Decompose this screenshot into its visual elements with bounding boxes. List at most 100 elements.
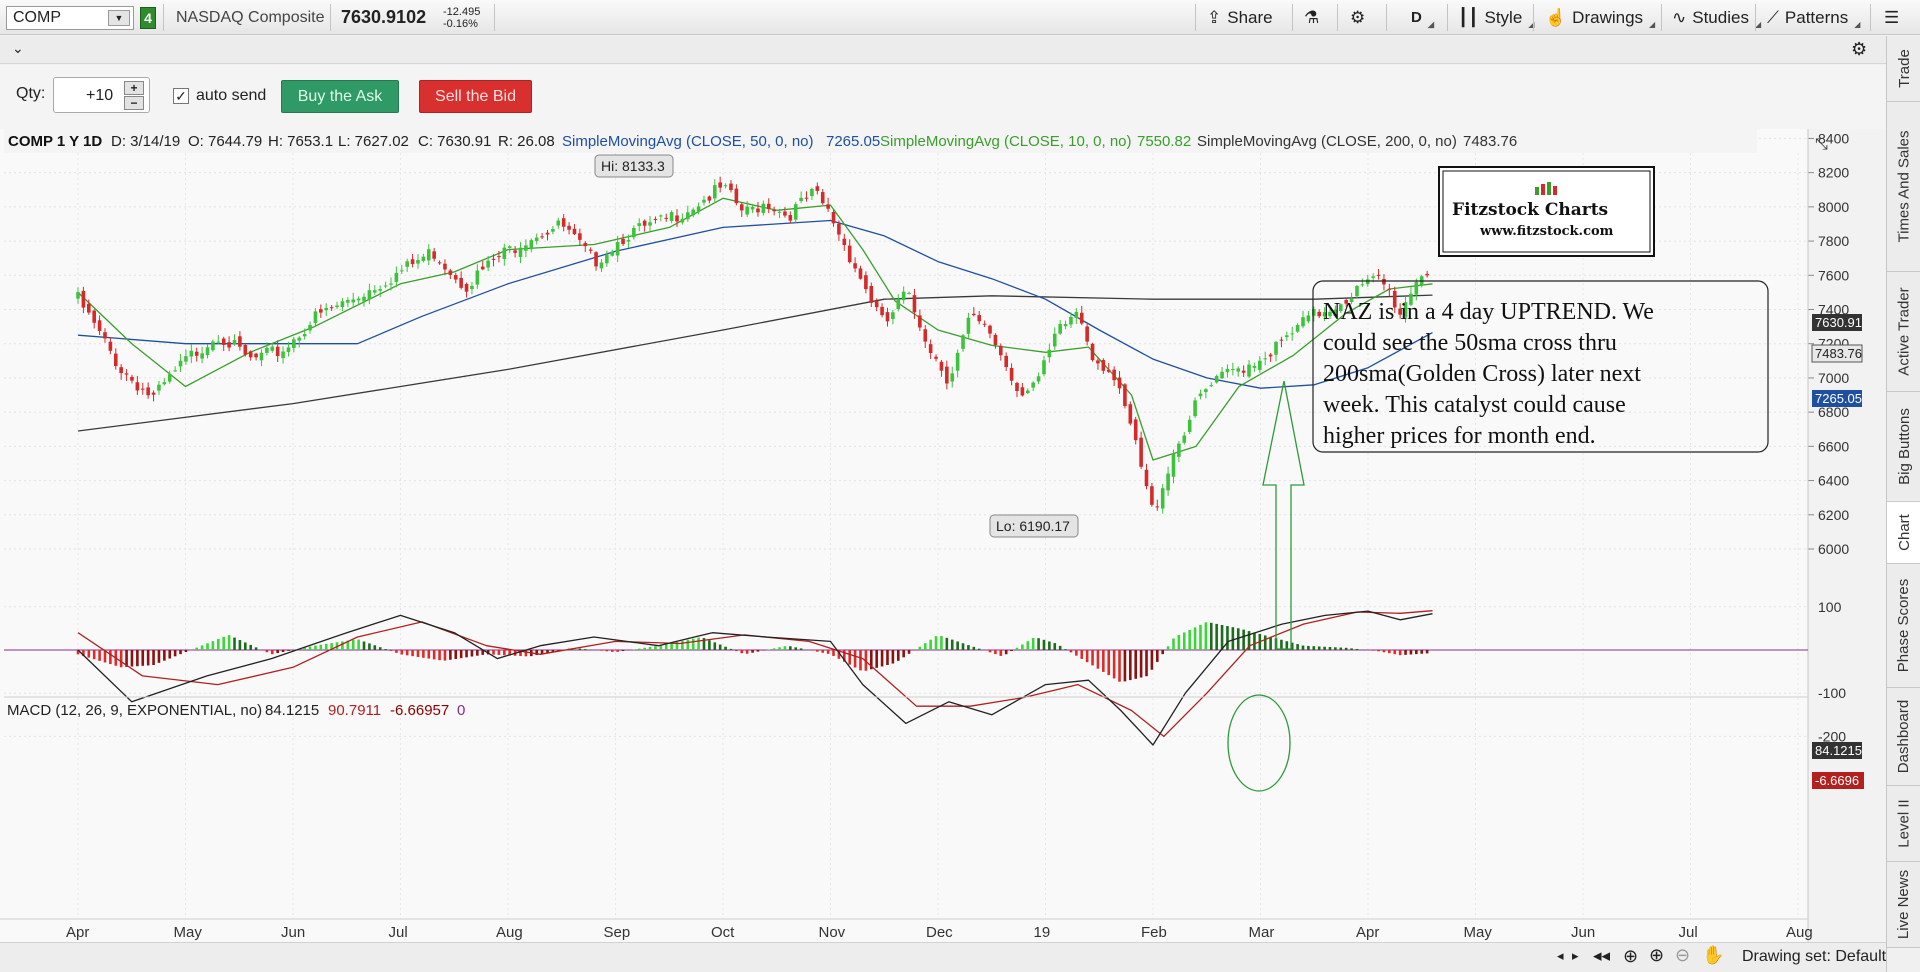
candle-body bbox=[1052, 333, 1057, 347]
crosshair-icon[interactable]: ⊕ bbox=[1623, 946, 1639, 966]
candle-body bbox=[524, 245, 528, 251]
last-price: 7630.9102 bbox=[341, 7, 427, 27]
patterns-label: Patterns bbox=[1784, 7, 1849, 27]
candle-body bbox=[1025, 390, 1030, 394]
macd-ellipse-annotation[interactable] bbox=[1227, 694, 1291, 792]
settings-button[interactable]: ⚙ bbox=[1350, 0, 1365, 35]
candle-body bbox=[842, 238, 847, 245]
candle-body bbox=[659, 215, 663, 217]
sidebar-tab-live-news[interactable]: Live News bbox=[1887, 862, 1920, 948]
chevron-down-icon[interactable]: ⌄ bbox=[12, 40, 24, 56]
sidebar-tab-big-buttons[interactable]: Big Buttons bbox=[1887, 392, 1920, 502]
up-arrow-annotation[interactable] bbox=[1262, 380, 1305, 650]
candle-body bbox=[1387, 288, 1392, 290]
candle-body bbox=[1306, 315, 1311, 322]
sma50-study-label[interactable]: SimpleMovingAvg (CLOSE, 50, 0, no) bbox=[562, 133, 814, 150]
hand-pointer-icon: ☝ bbox=[1545, 7, 1567, 27]
candle-body bbox=[1311, 309, 1316, 316]
candle-body bbox=[945, 366, 949, 384]
candle-body bbox=[880, 306, 884, 316]
candle-body bbox=[826, 204, 830, 209]
macd-study-label[interactable]: MACD (12, 26, 9, EXPONENTIAL, no) bbox=[7, 702, 262, 719]
zoom-out-icon[interactable]: ⊖ bbox=[1675, 945, 1691, 965]
candle-body bbox=[281, 351, 285, 358]
macd-diff-badge: -6.6696 bbox=[1815, 773, 1859, 788]
annotation-text: NAZ is in a 4 day UPTREND. We could see … bbox=[1323, 299, 1654, 449]
candle-body bbox=[497, 256, 501, 258]
dropdown-corner-icon: ◢ bbox=[1427, 20, 1434, 29]
sidebar-tab-dashboard[interactable]: Dashboard bbox=[1887, 688, 1920, 786]
candle-body bbox=[1258, 360, 1262, 370]
candle-body bbox=[416, 260, 420, 264]
gear-icon[interactable]: ⚙ bbox=[1851, 39, 1868, 59]
studies-button[interactable]: ∿ Studies ◢ bbox=[1672, 0, 1761, 35]
candle-body bbox=[561, 218, 566, 227]
candle-body bbox=[545, 232, 550, 235]
link-group-badge[interactable]: 4 bbox=[140, 7, 156, 29]
share-button[interactable]: ⇪ Share bbox=[1207, 0, 1273, 35]
sidebar-tab-active-trader[interactable]: Active Trader bbox=[1887, 272, 1920, 392]
sidebar-tab-phase-scores[interactable]: Phase Scores bbox=[1887, 564, 1920, 688]
logo-inner-frame bbox=[1442, 170, 1651, 253]
qty-decrement-button[interactable]: − bbox=[124, 96, 144, 110]
auto-send-checkbox[interactable]: ✓ bbox=[173, 88, 189, 104]
qty-input[interactable]: +10 + − bbox=[53, 77, 150, 113]
sma200-badge-bg bbox=[1811, 344, 1863, 363]
sma-path bbox=[77, 219, 1433, 389]
candlesticks bbox=[76, 176, 1429, 514]
candle-body bbox=[335, 305, 339, 308]
symbol-input[interactable]: COMP ▼ bbox=[6, 6, 134, 30]
candle-body bbox=[329, 307, 334, 309]
macd-panel bbox=[4, 610, 1808, 746]
macd-value: 84.1215 bbox=[265, 702, 319, 719]
candle-body bbox=[1123, 384, 1127, 407]
dropdown-corner-icon: ◢ bbox=[1649, 20, 1656, 29]
sidebar-tab-level-ii[interactable]: Level II bbox=[1887, 786, 1920, 862]
expand-time-icon[interactable]: ◂◂ bbox=[1593, 946, 1611, 965]
time-tick-label: Aug bbox=[496, 924, 523, 941]
scroll-right-icon[interactable]: ▸ bbox=[1572, 948, 1579, 963]
candle-body bbox=[437, 262, 442, 264]
sidebar-tab-times-and-sales[interactable]: Times And Sales bbox=[1887, 102, 1920, 272]
sma200-study-label[interactable]: SimpleMovingAvg (CLOSE, 200, 0, no) bbox=[1197, 133, 1457, 150]
style-button[interactable]: ┃┃ Style ◢ bbox=[1458, 0, 1534, 35]
candle-body bbox=[76, 292, 80, 299]
sidebar-tab-chart[interactable]: Chart bbox=[1887, 502, 1920, 564]
candle-body bbox=[718, 182, 722, 188]
drawings-button[interactable]: ☝ Drawings ◢ bbox=[1545, 0, 1655, 35]
candle-body bbox=[1220, 371, 1224, 379]
patterns-button[interactable]: ⟋ Patterns ◢ bbox=[1767, 0, 1860, 35]
sma10-study-label[interactable]: SimpleMovingAvg (CLOSE, 10, 0, no) bbox=[880, 133, 1132, 150]
drawing-set-label[interactable]: Drawing set: Default bbox=[1742, 948, 1887, 965]
qty-increment-button[interactable]: + bbox=[124, 81, 144, 95]
aggregation-button[interactable]: D ◢ bbox=[1411, 0, 1434, 35]
time-tick-label: Nov bbox=[819, 924, 846, 941]
menu-button[interactable]: ☰ bbox=[1884, 0, 1899, 35]
macd-badge: 84.1215 bbox=[1815, 743, 1862, 758]
candle-body bbox=[1344, 300, 1348, 304]
pan-hand-icon[interactable]: ✋ bbox=[1702, 945, 1725, 965]
annotation-box[interactable] bbox=[1312, 280, 1769, 453]
scroll-left-icon[interactable]: ◂ bbox=[1557, 948, 1564, 963]
candle-body bbox=[599, 262, 604, 269]
flask-icon: ⚗ bbox=[1304, 7, 1320, 27]
sell-bid-button[interactable]: Sell the Bid bbox=[419, 80, 532, 113]
zoom-in-icon[interactable]: ⊕ bbox=[1649, 945, 1665, 965]
candle-body bbox=[621, 238, 625, 245]
symbol-dropdown-icon[interactable]: ▼ bbox=[108, 10, 130, 26]
buy-ask-button[interactable]: Buy the Ask bbox=[281, 80, 399, 113]
chart-area[interactable]: 8400820080007800760074007200700068006600… bbox=[0, 129, 1886, 942]
candle-body bbox=[491, 258, 496, 260]
candle-body bbox=[81, 290, 86, 308]
candle-body bbox=[1403, 302, 1408, 318]
divider bbox=[494, 4, 495, 31]
sma200-badge: 7483.76 bbox=[1815, 346, 1862, 361]
candle-body bbox=[157, 384, 161, 391]
candle-body bbox=[799, 197, 803, 202]
fit-chart-icon[interactable]: ⤡ bbox=[1815, 134, 1828, 153]
candle-body bbox=[1231, 368, 1235, 370]
sidebar-tab-trade[interactable]: Trade bbox=[1887, 36, 1920, 102]
candle-body bbox=[891, 312, 895, 319]
flask-button[interactable]: ⚗ bbox=[1304, 0, 1319, 35]
